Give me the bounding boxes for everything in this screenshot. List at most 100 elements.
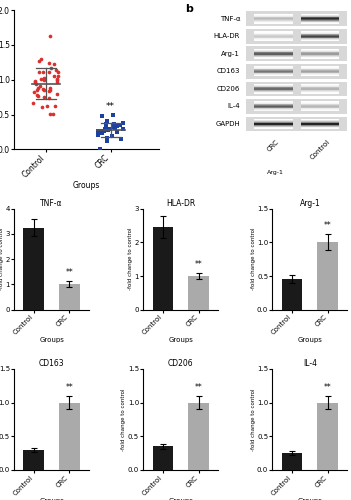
Point bbox=[104, 118, 110, 126]
Point bbox=[47, 110, 53, 118]
Point bbox=[120, 120, 126, 128]
Text: **: ** bbox=[195, 383, 203, 392]
FancyBboxPatch shape bbox=[301, 127, 339, 128]
FancyBboxPatch shape bbox=[301, 109, 339, 110]
Point bbox=[32, 78, 38, 86]
Point bbox=[112, 124, 118, 132]
Point bbox=[41, 74, 47, 82]
Point bbox=[39, 55, 44, 63]
FancyBboxPatch shape bbox=[254, 106, 293, 107]
Point bbox=[119, 134, 124, 142]
Text: IL-4: IL-4 bbox=[227, 104, 240, 110]
FancyBboxPatch shape bbox=[254, 34, 293, 35]
FancyBboxPatch shape bbox=[301, 90, 339, 91]
Bar bbox=[282, 280, 303, 310]
Text: **: ** bbox=[324, 383, 332, 392]
FancyBboxPatch shape bbox=[254, 37, 293, 38]
FancyBboxPatch shape bbox=[301, 22, 339, 23]
Point bbox=[31, 88, 37, 96]
FancyBboxPatch shape bbox=[254, 50, 293, 51]
FancyBboxPatch shape bbox=[301, 123, 339, 124]
FancyBboxPatch shape bbox=[301, 88, 339, 89]
Title: HLA-DR: HLA-DR bbox=[166, 199, 196, 208]
Point bbox=[95, 128, 101, 136]
Point bbox=[99, 112, 105, 120]
FancyBboxPatch shape bbox=[301, 20, 339, 21]
Point bbox=[103, 125, 108, 133]
FancyBboxPatch shape bbox=[301, 74, 339, 75]
FancyBboxPatch shape bbox=[254, 88, 293, 89]
Point bbox=[40, 68, 46, 76]
FancyBboxPatch shape bbox=[254, 18, 293, 20]
Point bbox=[118, 120, 123, 128]
FancyBboxPatch shape bbox=[254, 67, 293, 68]
FancyBboxPatch shape bbox=[254, 20, 293, 21]
FancyBboxPatch shape bbox=[254, 127, 293, 128]
FancyBboxPatch shape bbox=[254, 86, 293, 87]
Text: Arg-1: Arg-1 bbox=[221, 51, 240, 57]
Text: HLA-DR: HLA-DR bbox=[214, 34, 240, 40]
FancyBboxPatch shape bbox=[254, 104, 293, 105]
Point bbox=[101, 127, 107, 135]
FancyBboxPatch shape bbox=[254, 122, 293, 123]
Point bbox=[47, 86, 52, 94]
FancyBboxPatch shape bbox=[254, 121, 293, 122]
Point bbox=[54, 78, 60, 86]
FancyBboxPatch shape bbox=[301, 84, 339, 86]
FancyBboxPatch shape bbox=[254, 88, 293, 90]
Point bbox=[44, 102, 49, 110]
Point bbox=[31, 99, 36, 107]
X-axis label: Groups: Groups bbox=[168, 498, 193, 500]
FancyBboxPatch shape bbox=[254, 125, 293, 126]
Point bbox=[55, 72, 61, 80]
FancyBboxPatch shape bbox=[254, 74, 293, 75]
FancyBboxPatch shape bbox=[301, 104, 339, 105]
Point bbox=[47, 32, 53, 40]
FancyBboxPatch shape bbox=[301, 55, 339, 56]
Point bbox=[48, 64, 54, 72]
Point bbox=[54, 74, 60, 82]
FancyBboxPatch shape bbox=[254, 38, 293, 39]
Point bbox=[35, 92, 41, 100]
Point bbox=[37, 82, 43, 90]
Point bbox=[34, 86, 40, 94]
Point bbox=[53, 66, 59, 74]
Text: **: ** bbox=[66, 268, 73, 278]
Point bbox=[99, 127, 105, 135]
FancyBboxPatch shape bbox=[254, 32, 293, 33]
X-axis label: Groups: Groups bbox=[39, 498, 64, 500]
FancyBboxPatch shape bbox=[254, 49, 293, 50]
FancyBboxPatch shape bbox=[301, 102, 339, 103]
FancyBboxPatch shape bbox=[301, 14, 339, 16]
Point bbox=[51, 60, 57, 68]
Text: GAPDH: GAPDH bbox=[216, 121, 240, 127]
FancyBboxPatch shape bbox=[254, 53, 293, 54]
FancyBboxPatch shape bbox=[301, 70, 339, 72]
FancyBboxPatch shape bbox=[301, 52, 339, 53]
Point bbox=[105, 138, 110, 145]
Point bbox=[41, 86, 47, 94]
FancyBboxPatch shape bbox=[301, 32, 339, 34]
Title: IL-4: IL-4 bbox=[303, 359, 317, 368]
Text: **: ** bbox=[195, 260, 203, 268]
FancyBboxPatch shape bbox=[301, 23, 339, 24]
FancyBboxPatch shape bbox=[301, 93, 339, 94]
FancyBboxPatch shape bbox=[301, 108, 339, 109]
FancyBboxPatch shape bbox=[246, 64, 347, 78]
FancyBboxPatch shape bbox=[254, 17, 293, 18]
Point bbox=[33, 80, 39, 88]
FancyBboxPatch shape bbox=[301, 88, 339, 90]
FancyBboxPatch shape bbox=[254, 36, 293, 37]
Point bbox=[46, 59, 52, 67]
FancyBboxPatch shape bbox=[301, 16, 339, 18]
FancyBboxPatch shape bbox=[254, 110, 293, 111]
Point bbox=[103, 120, 109, 128]
FancyBboxPatch shape bbox=[254, 86, 293, 88]
Text: b: b bbox=[185, 4, 193, 15]
Bar bbox=[23, 228, 44, 310]
Text: **: ** bbox=[66, 383, 73, 392]
FancyBboxPatch shape bbox=[254, 23, 293, 24]
Bar bbox=[188, 402, 209, 470]
FancyBboxPatch shape bbox=[301, 18, 339, 20]
FancyBboxPatch shape bbox=[254, 16, 293, 18]
